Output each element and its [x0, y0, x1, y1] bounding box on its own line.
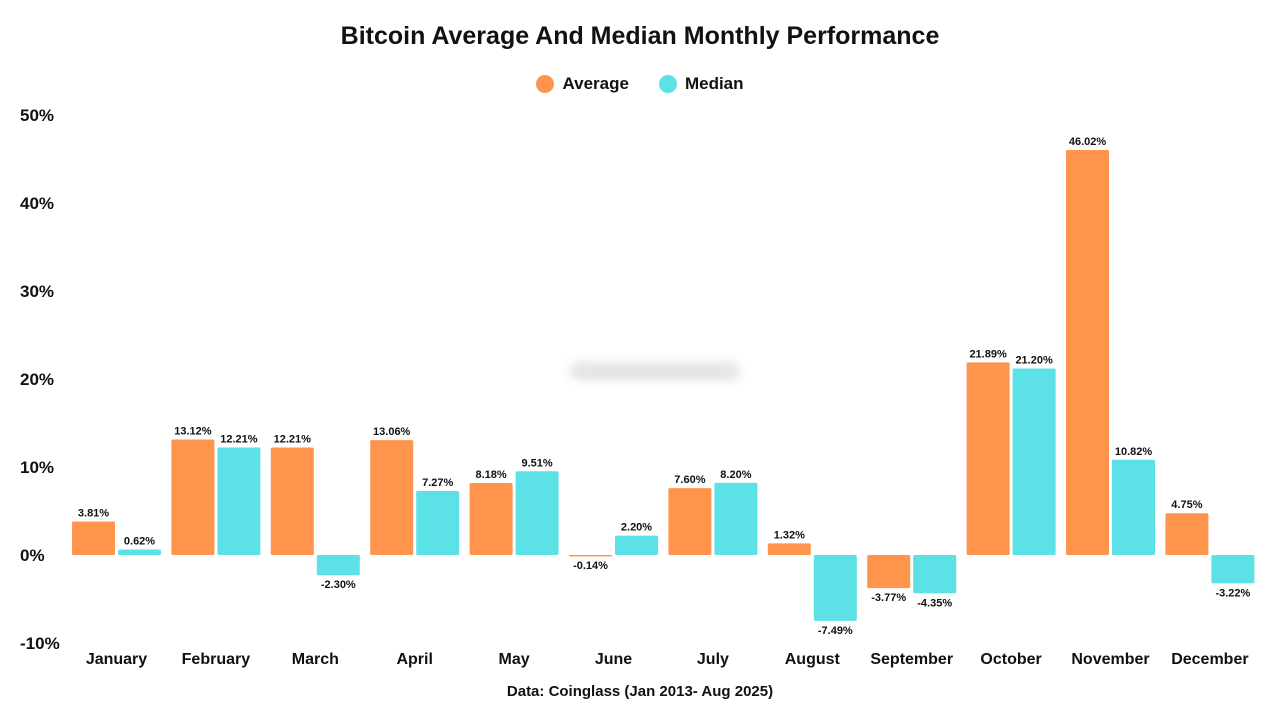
data-label: 2.20%	[621, 522, 652, 534]
x-tick-label: March	[292, 651, 339, 668]
y-tick-label: 50%	[20, 106, 54, 125]
bar-average-july	[668, 488, 712, 555]
legend-swatch-median	[658, 75, 677, 93]
data-label: 7.27%	[422, 477, 453, 489]
data-label: -4.35%	[917, 597, 952, 609]
bar-median-june	[615, 535, 658, 555]
bar-average-april	[370, 440, 414, 555]
x-tick-label: January	[86, 651, 147, 668]
chart-title: Bitcoin Average And Median Monthly Perfo…	[340, 22, 940, 50]
y-tick-label: 30%	[20, 282, 54, 301]
x-tick-label: October	[980, 651, 1041, 668]
x-tick-label: June	[595, 651, 632, 668]
data-label: 46.02%	[1069, 136, 1107, 148]
data-label: 21.20%	[1015, 354, 1053, 366]
y-tick-label: 40%	[20, 194, 54, 213]
bar-average-august	[767, 543, 811, 555]
bar-median-april	[416, 491, 460, 555]
data-label: -2.30%	[321, 579, 356, 591]
data-label: 21.89%	[969, 348, 1007, 360]
x-tick-label: December	[1171, 651, 1248, 668]
data-label: 0.62%	[124, 536, 155, 548]
x-tick-label: July	[697, 651, 729, 668]
data-label: 8.20%	[720, 469, 751, 481]
data-label: -3.22%	[1215, 587, 1250, 599]
y-tick-label: -10%	[20, 634, 60, 653]
bar-median-november	[1112, 459, 1155, 555]
legend-item-median: Median	[658, 74, 744, 94]
data-label: 13.12%	[174, 426, 212, 438]
data-label: -7.49%	[818, 625, 853, 637]
data-label: 10.82%	[1115, 446, 1153, 458]
data-label: 12.21%	[274, 434, 312, 446]
legend-label-average: Average	[562, 74, 629, 93]
data-label: 13.06%	[373, 426, 411, 438]
bar-average-october	[966, 362, 1010, 555]
bar-average-february	[171, 439, 215, 555]
bar-average-september	[867, 555, 911, 589]
legend-item-average: Average	[536, 74, 629, 94]
bar-median-august	[813, 555, 857, 621]
data-label: 12.21%	[220, 434, 258, 446]
data-label: -0.14%	[573, 560, 608, 572]
data-label: 3.81%	[78, 507, 109, 519]
bar-median-december	[1211, 555, 1255, 584]
y-tick-label: 0%	[20, 546, 45, 565]
data-source: Data: Coinglass (Jan 2013- Aug 2025)	[506, 683, 774, 700]
data-label: 9.51%	[521, 457, 552, 469]
bar-median-october	[1012, 368, 1056, 555]
x-tick-label: September	[870, 651, 953, 668]
bar-average-december	[1165, 513, 1209, 555]
y-tick-label: 10%	[20, 458, 54, 477]
legend: Average Median	[0, 74, 1280, 94]
x-tick-label: May	[499, 651, 530, 668]
bar-median-may	[515, 471, 559, 555]
data-label: 7.60%	[674, 474, 705, 486]
x-tick-label: August	[785, 651, 841, 668]
legend-label-median: Median	[684, 74, 744, 93]
bar-average-june	[569, 555, 612, 557]
bar-average-may	[469, 483, 513, 555]
x-tick-label: February	[182, 651, 251, 668]
data-label: 1.32%	[774, 529, 805, 541]
bar-average-january	[72, 521, 115, 555]
y-tick-label: 20%	[20, 370, 54, 389]
bar-median-february	[217, 447, 261, 555]
watermark	[570, 362, 740, 380]
x-tick-label: April	[396, 651, 432, 668]
data-label: 8.18%	[475, 469, 506, 481]
bar-median-july	[714, 482, 758, 555]
x-tick-label: November	[1071, 651, 1149, 668]
legend-swatch-average	[536, 75, 555, 93]
bar-median-september	[913, 555, 957, 594]
bar-average-march	[270, 447, 314, 555]
bar-median-march	[316, 555, 360, 576]
bar-median-january	[118, 549, 161, 555]
data-label: 4.75%	[1171, 499, 1202, 511]
data-label: -3.77%	[871, 592, 906, 604]
bar-average-november	[1066, 150, 1109, 556]
